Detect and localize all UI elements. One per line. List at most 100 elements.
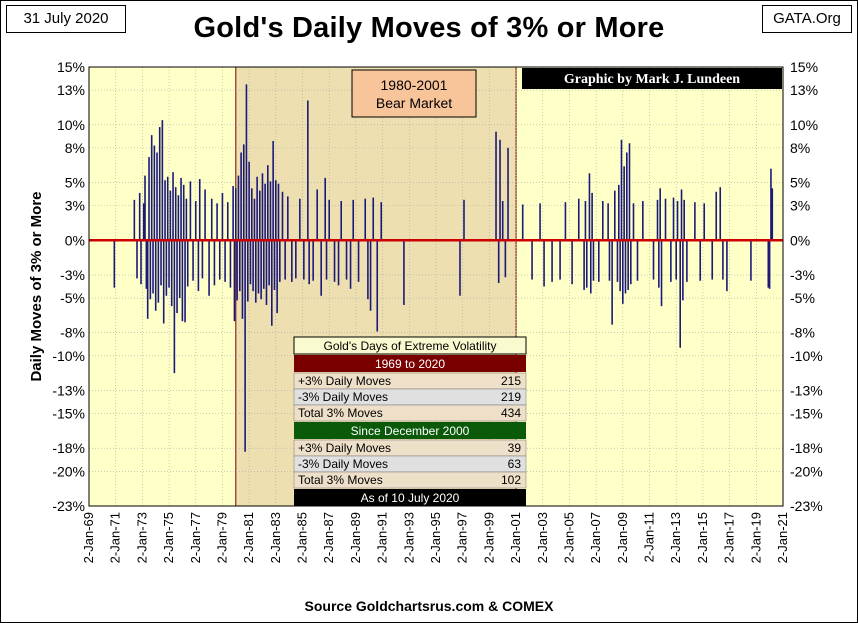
row-value: 63 [508,457,522,471]
row-label: Total 3% Moves [298,406,383,420]
x-tick-label: 2-Jan-01 [508,512,523,563]
y-tick-label-left: -20% [52,463,85,479]
row-value: 215 [501,374,521,388]
section1-header: 1969 to 2020 [375,357,445,371]
x-tick-label: 2-Jan-81 [241,512,256,563]
x-tick-label: 2-Jan-95 [428,512,443,563]
y-tick-label-right: -15% [790,406,823,422]
row-label: +3% Daily Moves [298,441,391,455]
y-tick-label-right: -23% [790,498,823,514]
y-tick-label-left: -13% [52,382,85,398]
x-tick-label: 2-Jan-21 [775,512,790,563]
y-tick-label-right: -20% [790,463,823,479]
y-axis-right: 15% 13% 10% 8% 5% 3% 0% -3% -5% -8% -10% -13% -15% -1… [790,59,823,514]
volatility-table: Gold's Days of Extreme Volatility 1969 t… [293,336,527,506]
x-tick-label: 2-Jan-17 [722,512,737,563]
row-value: 39 [508,441,522,455]
y-tick-label-right: -10% [790,348,823,364]
row-value: 219 [501,390,521,404]
x-tick-label: 2-Jan-87 [321,512,336,563]
y-tick-label-right: 3% [790,198,810,214]
x-tick-label: 2-Jan-73 [134,512,149,563]
x-axis: 2-Jan-69 2-Jan-71 2-Jan-73 2-Jan-75 2-Jan-77… [81,512,790,563]
y-axis-left: 15% 13% 10% 8% 5% 3% 0% -3% -5% -8% -10% -13% -15% -1… [52,59,85,514]
bear-market-box-bg [351,69,477,118]
bear-market-years: 1980-2001 [381,77,448,93]
section2-header-bg [294,422,526,439]
x-tick-label: 2-Jan-83 [268,512,283,563]
row-value: 102 [501,473,521,487]
source-footer: Source Goldchartsrus.com & COMEX [304,598,554,614]
x-tick-label: 2-Jan-15 [695,512,710,563]
x-tick-label: 2-Jan-71 [108,512,123,563]
bear-market-label: Bear Market [376,95,452,111]
credit-box: Graphic by Mark J. Lundeen [522,68,782,89]
x-tick-label: 2-Jan-75 [161,512,176,563]
y-tick-label-left: 5% [65,175,85,191]
y-tick-label-left: 8% [65,140,85,156]
row-value: 434 [501,406,521,420]
x-tick-label: 2-Jan-13 [668,512,683,563]
row-label: Total 3% Moves [298,473,383,487]
x-tick-label: 2-Jan-91 [375,512,390,563]
y-tick-label-right: -13% [790,382,823,398]
table-row [293,404,527,422]
y-tick-label-right: 10% [790,117,818,133]
y-tick-label-right: -8% [790,325,815,341]
date-label: 31 July 2020 [6,5,126,33]
table-row [293,471,527,489]
y-tick-label-right: 5% [790,175,810,191]
grid-lines [88,66,784,507]
y-tick-label-right: -18% [790,440,823,456]
y-tick-label-left: -23% [52,498,85,514]
x-tick-label: 2-Jan-05 [561,512,576,563]
y-tick-label-left: -8% [60,325,85,341]
x-tick-label: 2-Jan-79 [214,512,229,563]
row-label: -3% Daily Moves [298,457,388,471]
row-label: +3% Daily Moves [298,374,391,388]
y-tick-label-right: -5% [790,290,815,306]
table-footer-bg [294,489,526,506]
y-tick-label-left: 0% [65,232,85,248]
chart-title: Gold's Daily Moves of 3% or More [193,12,665,44]
y-tick-label-left: -15% [52,406,85,422]
x-tick-label: 2-Jan-93 [401,512,416,563]
table-footer: As of 10 July 2020 [361,491,460,505]
x-tick-label: 2-Jan-99 [481,512,496,563]
row-label: -3% Daily Moves [298,390,388,404]
y-tick-label-left: 13% [57,82,85,98]
y-tick-label-right: 13% [790,82,818,98]
y-tick-label-left: -10% [52,348,85,364]
y-tick-label-left: -3% [60,267,85,283]
y-tick-label-right: -3% [790,267,815,283]
bear-market-box: 1980-2001 Bear Market [351,69,477,118]
y-axis-label: Daily Moves of 3% or More [28,191,45,381]
x-tick-label: 2-Jan-97 [455,512,470,563]
y-tick-label-right: 15% [790,59,818,75]
x-tick-label: 2-Jan-07 [588,512,603,563]
y-tick-label-left: -5% [60,290,85,306]
section1-header-bg [294,355,526,372]
x-tick-label: 2-Jan-69 [81,512,96,563]
y-tick-label-left: 10% [57,117,85,133]
gata-label: GATA.Org [762,5,852,33]
bars-series [113,84,774,452]
credit-text: Graphic by Mark J. Lundeen [564,72,740,87]
table-title: Gold's Days of Extreme Volatility [323,339,496,353]
y-tick-label-right: 8% [790,140,810,156]
x-tick-label: 2-Jan-89 [348,512,363,563]
credit-box-bg [522,68,782,89]
x-tick-label: 2-Jan-85 [295,512,310,563]
x-tick-label: 2-Jan-19 [748,512,763,563]
x-tick-label: 2-Jan-77 [188,512,203,563]
section2-header: Since December 2000 [351,424,470,438]
y-tick-label-left: 3% [65,198,85,214]
y-tick-label-right: 0% [790,232,810,248]
x-tick-label: 2-Jan-09 [615,512,630,563]
y-tick-label-left: -18% [52,440,85,456]
x-tick-label: 2-Jan-03 [535,512,550,563]
y-tick-label-left: 15% [57,59,85,75]
table-title-bg [293,336,527,355]
x-tick-label: 2-Jan-11 [642,512,657,562]
